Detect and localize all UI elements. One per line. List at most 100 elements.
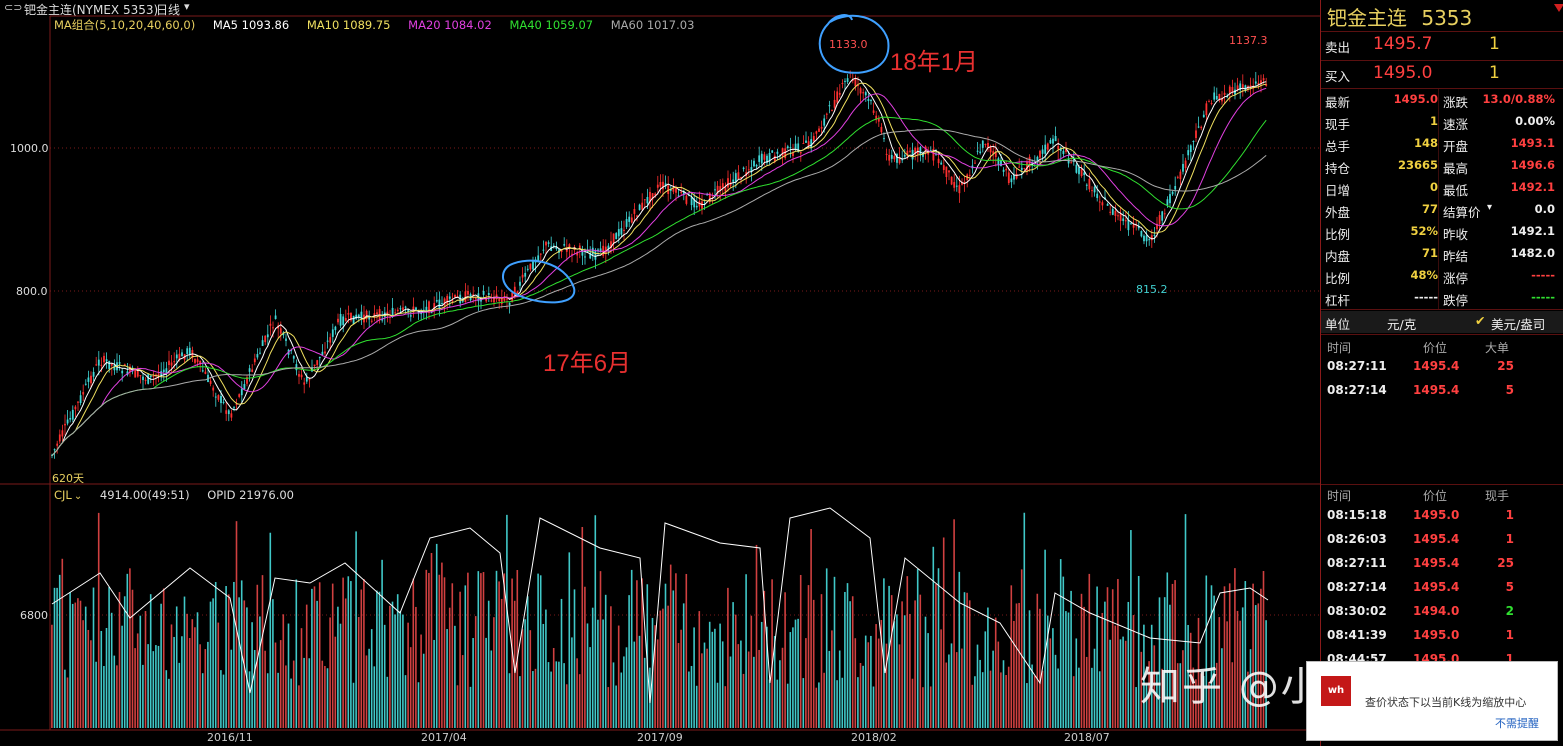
volume-bar	[862, 665, 864, 728]
volume-bar	[558, 661, 560, 728]
candle-body	[425, 306, 428, 313]
candle-body	[586, 249, 589, 253]
ma-legend: MA组合(5,10,20,40,60,0) MA5 1093.86 MA10 1…	[54, 17, 708, 33]
volume-bar	[680, 629, 682, 728]
volume-bar	[664, 583, 667, 728]
candle-body	[732, 179, 735, 182]
period-selector[interactable]: 日线	[156, 3, 181, 17]
quote-label: 持仓	[1325, 161, 1351, 176]
volume-bar	[1169, 604, 1171, 728]
candle-body	[144, 379, 147, 381]
volume-bar	[662, 608, 664, 728]
volume-bar	[433, 639, 435, 728]
candle-body	[984, 143, 987, 145]
volume-bar	[877, 638, 880, 728]
volume-bar	[191, 619, 194, 728]
unit-usd-option[interactable]: 美元/盎司	[1491, 317, 1546, 332]
quote-row: 持仓 23665 最高 1496.6	[1321, 155, 1563, 177]
volume-bar	[844, 591, 846, 728]
volume-bar	[828, 650, 831, 728]
volume-bar	[1265, 620, 1267, 728]
candle-body	[768, 152, 771, 162]
cjl-label[interactable]: CJL	[54, 488, 72, 502]
sell-row: 卖出 1495.7 1	[1321, 34, 1563, 56]
candle-body	[846, 78, 849, 82]
volume-bar	[805, 638, 807, 728]
trade-qty: 5	[1505, 383, 1514, 397]
candle-body	[506, 298, 508, 300]
candle-body	[350, 312, 352, 321]
volume-bar	[885, 643, 888, 728]
chevron-down-icon[interactable]: ▾	[184, 0, 190, 13]
candle-body	[810, 139, 813, 149]
candle-body	[1041, 149, 1044, 154]
volume-bar	[924, 616, 927, 728]
candle-body	[591, 247, 594, 255]
candle-body	[526, 268, 529, 270]
candle-body	[654, 193, 657, 196]
candle-body	[760, 153, 763, 164]
volume-bar	[750, 615, 753, 728]
candle-body	[750, 167, 753, 172]
candle-body	[1080, 169, 1083, 176]
volume-bar	[181, 636, 183, 728]
volume-value: 4914.00(49:51)	[99, 488, 190, 502]
candle-body	[253, 358, 256, 363]
volume-bar	[628, 595, 630, 728]
volume-bar	[867, 642, 870, 728]
volume-bar	[623, 656, 625, 728]
trade-time: 08:30:02	[1327, 604, 1387, 618]
volume-bar	[389, 605, 391, 728]
volume-bar	[880, 619, 883, 728]
candle-body	[56, 443, 59, 446]
volume-bar	[274, 642, 277, 728]
candle-body	[95, 364, 98, 366]
chart-area[interactable]: ⊂⊃ 钯金主连(NYMEX 5353) 日线 ▾ MA组合(5,10,20,40…	[0, 0, 1320, 746]
candle-body	[1202, 114, 1205, 118]
ma-combo-label[interactable]: MA组合(5,10,20,40,60,0)	[54, 18, 196, 32]
candle-body	[656, 184, 659, 188]
candle-body	[662, 181, 664, 190]
volume-bar	[794, 619, 797, 728]
volume-bar	[630, 569, 633, 728]
volume-bar	[994, 617, 997, 728]
candle-body	[84, 383, 87, 385]
candle-body	[269, 323, 272, 326]
volume-bar	[282, 614, 285, 728]
volume-bar	[92, 587, 95, 728]
volume-bar	[773, 636, 776, 728]
volume-bar	[812, 599, 815, 728]
volume-bar	[316, 600, 318, 728]
chevron-down-icon[interactable]: ⌄	[73, 491, 83, 502]
candle-body	[186, 348, 189, 354]
candle-body	[1000, 160, 1002, 167]
app-logo-icon: wh	[1321, 676, 1351, 706]
candle-body	[1234, 89, 1236, 95]
volume-bar	[66, 677, 69, 728]
volume-bar	[672, 590, 675, 728]
chart-header: ⊂⊃ 钯金主连(NYMEX 5353) 日线 ▾	[0, 0, 1320, 17]
volume-bar	[1033, 675, 1036, 728]
chevron-down-icon[interactable]: ▾	[1487, 202, 1493, 213]
kline-chart[interactable]	[0, 0, 1320, 746]
unit-cny-option[interactable]: 元/克	[1387, 317, 1417, 332]
volume-bar	[368, 648, 370, 728]
quote-label: 最高	[1443, 161, 1469, 176]
volume-bar	[539, 575, 542, 728]
candle-body	[360, 311, 363, 319]
volume-bar	[506, 514, 508, 728]
volume-legend: CJL ⌄ 4914.00(49:51) OPID 21976.00	[54, 488, 308, 502]
candle-body	[225, 410, 228, 414]
candle-body	[992, 151, 995, 154]
candle-body	[415, 307, 417, 311]
volume-bar	[896, 614, 898, 728]
candle-body	[625, 219, 628, 227]
volume-bar	[71, 603, 74, 728]
candle-body	[529, 263, 532, 270]
panel-collapse-icon[interactable]	[1554, 4, 1563, 12]
tick-price-header: 价位	[1423, 489, 1448, 503]
volume-bar	[183, 596, 186, 728]
volume-bar	[1228, 583, 1231, 728]
dismiss-link[interactable]: 不需提醒	[1495, 717, 1539, 730]
volume-bar	[929, 686, 932, 728]
